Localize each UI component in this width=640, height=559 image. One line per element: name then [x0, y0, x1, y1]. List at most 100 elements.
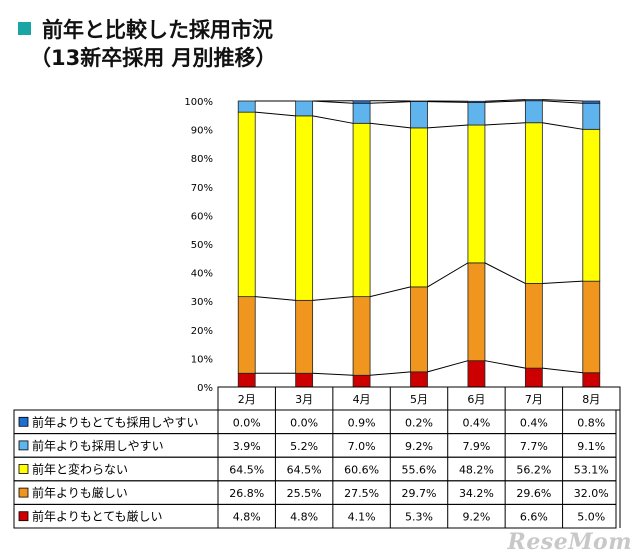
- legend-swatch: [18, 440, 29, 451]
- data-label: 56.2%: [516, 464, 551, 477]
- legend-swatch: [18, 487, 29, 498]
- series-connector-line: [255, 111, 583, 130]
- x-category-label: 4月: [353, 393, 371, 406]
- data-label: 0.4%: [462, 416, 490, 429]
- bar-segment: [582, 102, 601, 130]
- data-label: 0.2%: [405, 416, 433, 429]
- data-label: 48.2%: [459, 464, 494, 477]
- data-label: 60.6%: [344, 464, 379, 477]
- bar-segment: [582, 280, 601, 374]
- data-label: 29.6%: [516, 487, 551, 500]
- bar-segment: [295, 115, 314, 301]
- x-category-label: 3月: [295, 393, 313, 406]
- bar-segment: [352, 122, 371, 298]
- bar-segment: [352, 100, 371, 104]
- legend-series-name: 前年よりも厳しい: [32, 485, 128, 500]
- data-label: 6.6%: [520, 511, 548, 524]
- bar-segment: [352, 374, 371, 388]
- bar-segment: [237, 296, 256, 374]
- y-tick-label: 60%: [191, 211, 213, 222]
- y-tick-label: 10%: [191, 354, 213, 365]
- data-label: 55.6%: [402, 464, 437, 477]
- data-label: 32.0%: [574, 487, 609, 500]
- chart-subtitle: （13新卒採用 月別推移）: [30, 46, 277, 70]
- data-label: 7.0%: [348, 440, 376, 453]
- table-row: [13, 503, 617, 529]
- y-tick-label: 100%: [184, 97, 213, 108]
- data-label: 27.5%: [344, 487, 379, 500]
- data-label: 5.3%: [405, 511, 433, 524]
- bar-segment: [467, 124, 486, 264]
- bar-segment: [410, 371, 428, 388]
- data-label: 3.9%: [233, 440, 261, 453]
- legend-series-name: 前年よりも採用しやすい: [32, 438, 164, 453]
- y-tick-label: 20%: [191, 326, 213, 337]
- data-label: 0.4%: [520, 416, 548, 429]
- bar-segment: [410, 101, 428, 129]
- legend-swatch: [18, 511, 29, 522]
- bar-segment: [410, 286, 428, 373]
- data-label: 9.1%: [577, 440, 605, 453]
- data-label: 7.9%: [462, 440, 490, 453]
- bar-segment: [524, 99, 543, 102]
- data-label: 64.5%: [287, 464, 322, 477]
- data-label: 9.2%: [462, 511, 490, 524]
- bar-segment: [237, 111, 256, 298]
- series-connector-line: [255, 360, 583, 376]
- legend-swatch: [18, 416, 29, 427]
- y-tick-label: 30%: [191, 297, 213, 308]
- bar-segment: [582, 372, 601, 388]
- y-tick-label: 80%: [191, 154, 213, 165]
- data-label: 7.7%: [520, 440, 548, 453]
- title-marker-square: [18, 22, 31, 35]
- x-category-label: 2月: [238, 393, 256, 406]
- chart-title: 前年と比較した採用市況: [42, 18, 273, 42]
- legend-series-name: 前年よりもとても採用しやすい: [32, 414, 198, 429]
- x-category-label: 8月: [582, 393, 600, 406]
- data-label: 34.2%: [459, 487, 494, 500]
- bar-segment: [524, 122, 543, 284]
- y-tick-label: 0%: [197, 383, 213, 394]
- data-label: 29.7%: [402, 487, 437, 500]
- legend-series-name: 前年よりもとても厳しい: [32, 509, 163, 524]
- bar-segment: [352, 296, 371, 376]
- bar-segment: [295, 100, 314, 117]
- y-tick-label: 90%: [191, 126, 213, 137]
- data-label: 4.8%: [290, 511, 318, 524]
- data-label: 0.9%: [348, 416, 376, 429]
- bar-segment: [467, 100, 486, 103]
- legend-swatch: [18, 464, 29, 474]
- series-connector-line: [255, 262, 583, 301]
- data-label: 5.2%: [290, 440, 318, 453]
- data-label: 0.0%: [290, 416, 318, 429]
- bar-segment: [524, 100, 543, 124]
- bar-segment: [524, 283, 543, 369]
- data-label: 64.5%: [229, 464, 264, 477]
- data-label: 25.5%: [287, 487, 322, 500]
- x-category-label: 6月: [467, 393, 485, 406]
- bar-segment: [237, 100, 256, 113]
- series-connector-line: [255, 99, 583, 102]
- legend-series-name: 前年と変わらない: [32, 462, 128, 477]
- bar-segment: [524, 367, 543, 388]
- bar-segment: [237, 372, 256, 388]
- bar-segment: [295, 372, 314, 388]
- watermark-logo: ReseMom: [507, 529, 632, 555]
- bar-segment: [295, 299, 314, 374]
- data-label: 26.8%: [229, 487, 264, 500]
- data-label: 0.8%: [577, 416, 605, 429]
- bar-segment: [467, 102, 486, 126]
- y-tick-label: 50%: [191, 240, 213, 251]
- data-label: 4.1%: [348, 511, 376, 524]
- data-label: 53.1%: [574, 464, 609, 477]
- data-label: 4.8%: [233, 511, 261, 524]
- data-label: 9.2%: [405, 440, 433, 453]
- data-label: 0.0%: [233, 416, 261, 429]
- bar-segment: [582, 100, 601, 104]
- y-tick-label: 70%: [191, 183, 213, 194]
- bar-segment: [410, 127, 428, 288]
- bar-segment: [467, 262, 486, 362]
- y-tick-label: 40%: [191, 269, 213, 280]
- data-label: 5.0%: [577, 511, 605, 524]
